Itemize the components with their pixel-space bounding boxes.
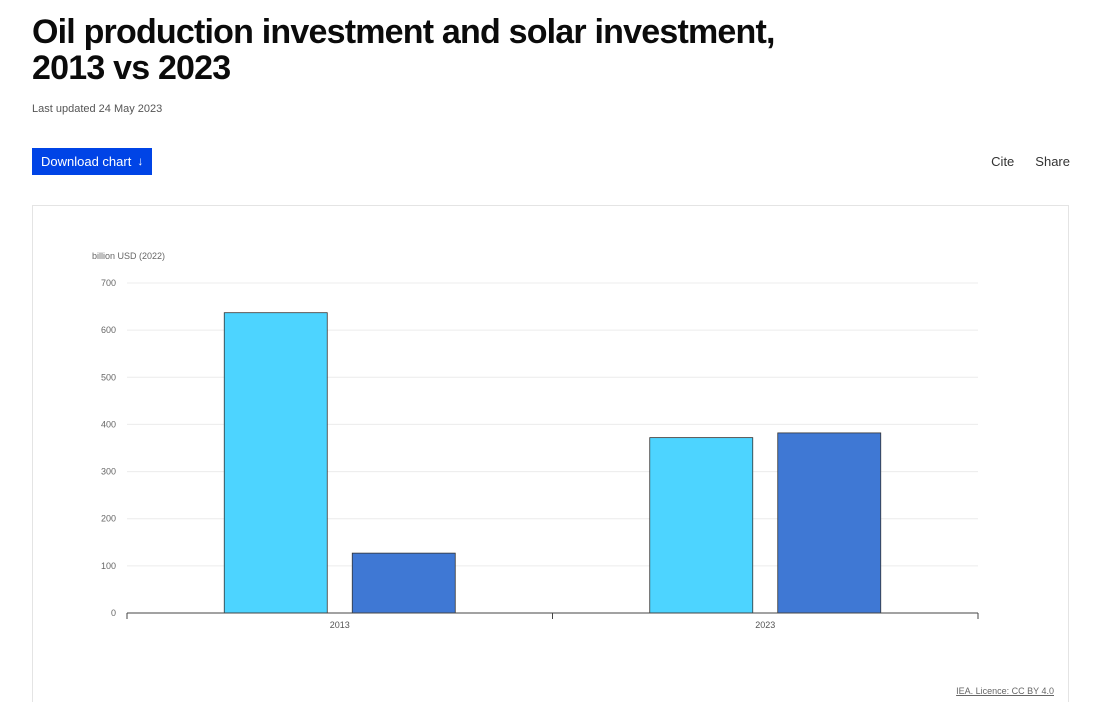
download-arrow-icon: ↓ xyxy=(137,154,144,168)
bar-series-1-2023[interactable] xyxy=(777,432,882,614)
bar-series-0-2013[interactable] xyxy=(223,312,328,614)
y-tick-labels: 0 100 200 300 400 500 600 700 xyxy=(101,278,116,618)
y-tick-label: 500 xyxy=(101,372,116,382)
share-link[interactable]: Share xyxy=(1035,154,1070,169)
y-tick-label: 200 xyxy=(101,514,116,524)
y-tick-label: 400 xyxy=(101,419,116,429)
page-title: Oil production investment and solar inve… xyxy=(32,13,775,87)
x-tick-labels: 2013 2023 xyxy=(330,620,776,630)
bars xyxy=(223,312,882,614)
x-tick-label: 2023 xyxy=(755,620,775,630)
bar-series-0-2023[interactable] xyxy=(649,437,754,614)
download-chart-button[interactable]: Download chart ↓ xyxy=(32,148,153,175)
y-tick-label: 0 xyxy=(111,608,116,618)
cite-link[interactable]: Cite xyxy=(991,154,1015,169)
x-axis xyxy=(126,612,979,619)
y-tick-label: 100 xyxy=(101,561,116,571)
bar-series-1-2013[interactable] xyxy=(351,552,456,614)
y-axis-label: billion USD (2022) xyxy=(92,251,165,261)
top-links: Cite Share xyxy=(991,154,1070,169)
y-tick-label: 300 xyxy=(101,467,116,477)
last-updated: Last updated 24 May 2023 xyxy=(32,103,163,115)
chart-card xyxy=(32,205,1069,702)
download-chart-label: Download chart xyxy=(41,154,132,169)
y-tick-label: 600 xyxy=(101,325,116,335)
y-tick-label: 700 xyxy=(101,278,116,288)
licence-link[interactable]: IEA. Licence: CC BY 4.0 xyxy=(956,686,1054,696)
x-tick-label: 2013 xyxy=(330,620,350,630)
